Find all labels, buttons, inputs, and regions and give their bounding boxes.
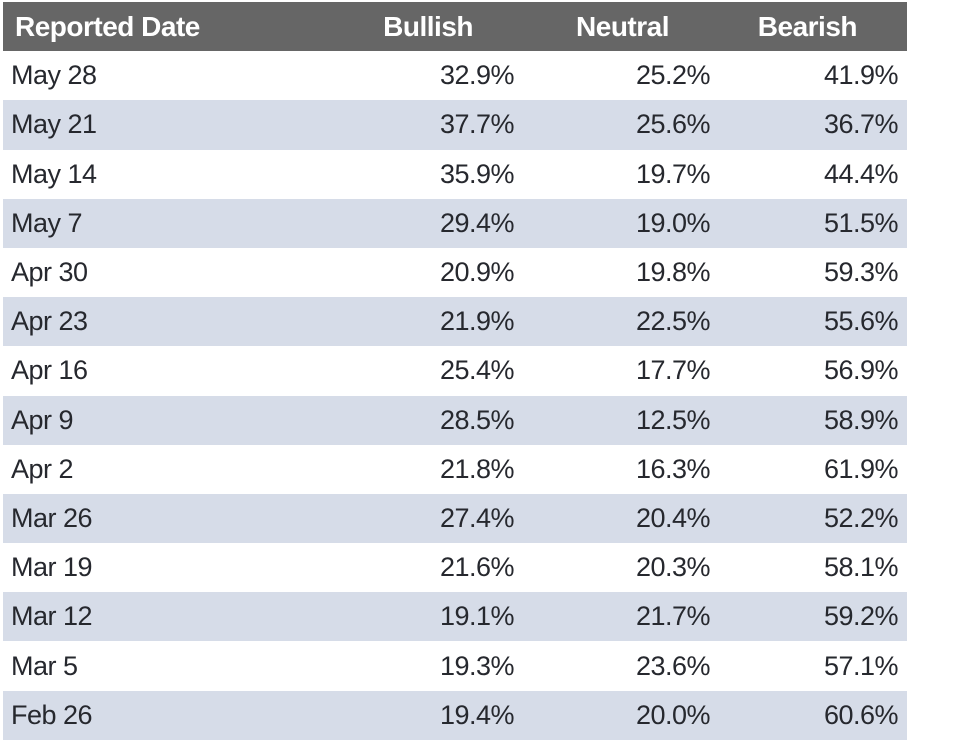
table-row: Apr 9 28.5% 12.5% 58.9%: [3, 395, 907, 445]
table-row: May 7 29.4% 19.0% 51.5%: [3, 198, 907, 248]
cell-neutral: 25.2%: [635, 60, 711, 91]
cell-date: Mar 5: [11, 650, 78, 681]
table-header-row: Reported Date Bullish Neutral Bearish: [3, 2, 907, 52]
table-row: May 21 37.7% 25.6% 36.7%: [3, 100, 907, 150]
cell-bullish: 19.3%: [439, 650, 515, 681]
cell-neutral: 19.8%: [635, 257, 711, 288]
cell-bearish: 59.3%: [823, 257, 899, 288]
cell-bullish: 19.4%: [439, 699, 515, 730]
cell-date: May 7: [11, 207, 83, 238]
table-row: Mar 12 19.1% 21.7% 59.2%: [3, 592, 907, 642]
cell-bearish: 57.1%: [823, 650, 899, 681]
cell-bearish: 55.6%: [823, 306, 899, 337]
cell-bearish: 58.9%: [823, 404, 899, 435]
cell-neutral: 23.6%: [635, 650, 711, 681]
cell-bullish: 29.4%: [439, 207, 515, 238]
cell-date: Apr 2: [11, 453, 74, 484]
cell-bearish: 56.9%: [823, 355, 899, 386]
cell-bearish: 60.6%: [823, 699, 899, 730]
cell-neutral: 20.3%: [635, 552, 711, 583]
table-row: Mar 19 21.6% 20.3% 58.1%: [3, 543, 907, 593]
cell-bullish: 27.4%: [439, 502, 515, 533]
cell-bullish: 21.6%: [439, 552, 515, 583]
cell-neutral: 20.0%: [635, 699, 711, 730]
cell-date: Mar 26: [11, 502, 93, 533]
cell-bullish: 37.7%: [439, 109, 515, 140]
cell-bullish: 25.4%: [439, 355, 515, 386]
cell-date: May 14: [11, 158, 97, 189]
cell-date: Mar 19: [11, 552, 93, 583]
cell-neutral: 22.5%: [635, 306, 711, 337]
cell-bullish: 20.9%: [439, 257, 515, 288]
cell-bullish: 28.5%: [439, 404, 515, 435]
sentiment-table-container: Reported Date Bullish Neutral Bearish Ma…: [3, 2, 907, 740]
cell-bullish: 19.1%: [439, 601, 515, 632]
cell-bearish: 41.9%: [823, 60, 899, 91]
column-header-neutral[interactable]: Neutral: [523, 2, 719, 52]
cell-neutral: 17.7%: [635, 355, 711, 386]
cell-neutral: 19.7%: [635, 158, 711, 189]
table-row: Feb 26 19.4% 20.0% 60.6%: [3, 690, 907, 740]
cell-date: Feb 26: [11, 699, 93, 730]
column-header-bearish[interactable]: Bearish: [719, 2, 907, 52]
column-header-reported-date[interactable]: Reported Date: [3, 2, 318, 52]
cell-neutral: 12.5%: [635, 404, 711, 435]
cell-bullish: 32.9%: [439, 60, 515, 91]
cell-neutral: 25.6%: [635, 109, 711, 140]
cell-date: Apr 16: [11, 355, 88, 386]
cell-neutral: 21.7%: [635, 601, 711, 632]
table-row: Apr 16 25.4% 17.7% 56.9%: [3, 346, 907, 396]
cell-bullish: 21.9%: [439, 306, 515, 337]
cell-bearish: 58.1%: [823, 552, 899, 583]
cell-date: Apr 23: [11, 306, 88, 337]
cell-bearish: 51.5%: [823, 207, 899, 238]
cell-date: Apr 30: [11, 257, 88, 288]
cell-bullish: 35.9%: [439, 158, 515, 189]
table-row: Apr 23 21.9% 22.5% 55.6%: [3, 297, 907, 347]
table-row: Mar 5 19.3% 23.6% 57.1%: [3, 641, 907, 691]
cell-neutral: 16.3%: [635, 453, 711, 484]
table-row: Apr 30 20.9% 19.8% 59.3%: [3, 247, 907, 298]
cell-neutral: 19.0%: [635, 207, 711, 238]
table-row: May 28 32.9% 25.2% 41.9%: [3, 51, 907, 101]
cell-bullish: 21.8%: [439, 453, 515, 484]
cell-neutral: 20.4%: [635, 502, 711, 533]
cell-bearish: 44.4%: [823, 158, 899, 189]
table-row: May 14 35.9% 19.7% 44.4%: [3, 149, 907, 199]
sentiment-table: Reported Date Bullish Neutral Bearish Ma…: [3, 2, 907, 740]
table-row: Apr 2 21.8% 16.3% 61.9%: [3, 444, 907, 494]
cell-date: May 28: [11, 60, 97, 91]
table-row: Mar 26 27.4% 20.4% 52.2%: [3, 493, 907, 544]
cell-date: Mar 12: [11, 601, 93, 632]
cell-date: Apr 9: [11, 404, 74, 435]
cell-bearish: 61.9%: [823, 453, 899, 484]
cell-bearish: 59.2%: [823, 601, 899, 632]
cell-date: May 21: [11, 109, 97, 140]
cell-bearish: 36.7%: [823, 109, 899, 140]
cell-bearish: 52.2%: [823, 502, 899, 533]
column-header-bullish[interactable]: Bullish: [318, 2, 523, 52]
